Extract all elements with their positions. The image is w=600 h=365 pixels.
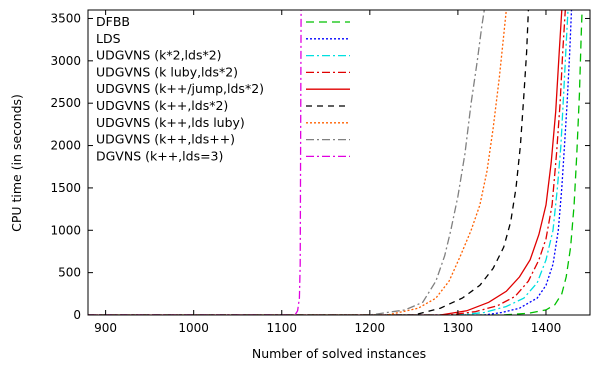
x-tick-label: 1400 bbox=[531, 321, 562, 335]
legend-label-5: UDGVNS (k++/jump,lds*2) bbox=[96, 81, 264, 96]
y-axis-label: CPU time (in seconds) bbox=[9, 94, 24, 232]
series-line-5 bbox=[88, 10, 563, 315]
x-tick-label: 1200 bbox=[355, 321, 386, 335]
y-tick-label: 2000 bbox=[50, 139, 81, 153]
y-tick-label: 1000 bbox=[50, 223, 81, 237]
x-tick-label: 900 bbox=[94, 321, 117, 335]
plot-lines bbox=[88, 10, 583, 315]
legend-label-9: DGVNS (k++,lds=3) bbox=[96, 148, 223, 163]
series-line-3 bbox=[88, 10, 569, 315]
legend-label-4: UDGVNS (k luby,lds*2) bbox=[96, 64, 238, 79]
x-tick-label: 1100 bbox=[266, 321, 297, 335]
legend-label-8: UDGVNS (k++,lds++) bbox=[96, 132, 235, 147]
legend-label-7: UDGVNS (k++,lds luby) bbox=[96, 115, 245, 130]
x-axis-label: Number of solved instances bbox=[252, 346, 426, 361]
series-line-7 bbox=[88, 10, 507, 315]
series-line-1 bbox=[88, 10, 583, 315]
y-tick-label: 2500 bbox=[50, 96, 81, 110]
legend-label-6: UDGVNS (k++,lds*2) bbox=[96, 98, 228, 113]
y-tick-label: 500 bbox=[58, 266, 81, 280]
series-line-4 bbox=[88, 10, 566, 315]
y-tick-label: 1500 bbox=[50, 181, 81, 195]
legend-label-1: DFBB bbox=[96, 14, 130, 29]
y-tick-label: 0 bbox=[73, 308, 81, 322]
y-axis: 0 500 1000 1500 2000 2500 3000 3500 bbox=[50, 11, 590, 322]
legend-label-2: LDS bbox=[96, 31, 121, 46]
series-line-2 bbox=[88, 10, 573, 315]
y-tick-label: 3500 bbox=[50, 11, 81, 25]
y-tick-label: 3000 bbox=[50, 54, 81, 68]
x-tick-label: 1000 bbox=[178, 321, 209, 335]
legend: DFBB LDS UDGVNS (k*2,lds*2)UDGVNS (k luby,… bbox=[96, 14, 350, 163]
plot-frame bbox=[87, 9, 591, 316]
series-line-6 bbox=[88, 10, 530, 315]
legend-label-3: UDGVNS (k*2,lds*2) bbox=[96, 48, 222, 63]
x-axis: 900 1000 1100 1200 1300 1400 bbox=[94, 10, 561, 335]
x-tick-label: 1300 bbox=[443, 321, 474, 335]
